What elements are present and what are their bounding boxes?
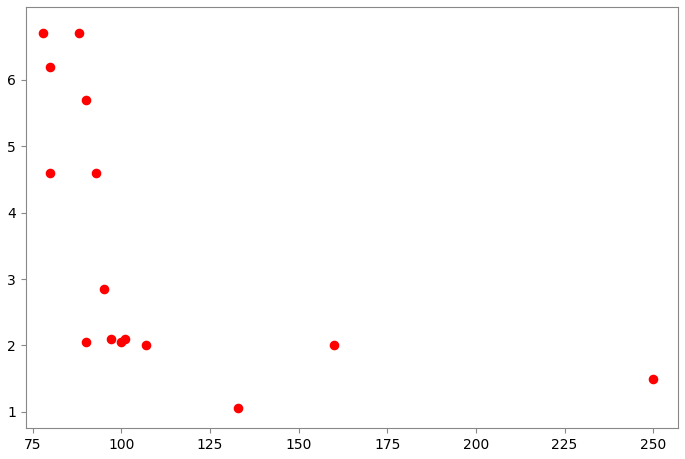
Point xyxy=(140,341,151,349)
Point xyxy=(45,63,56,70)
Point xyxy=(80,96,91,104)
Point xyxy=(80,338,91,346)
Point xyxy=(105,335,116,342)
Point xyxy=(45,169,56,177)
Point xyxy=(116,338,127,346)
Point xyxy=(98,285,109,293)
Point xyxy=(233,405,244,412)
Point xyxy=(91,169,102,177)
Point xyxy=(38,30,49,37)
Point xyxy=(73,30,84,37)
Point xyxy=(329,341,340,349)
Point xyxy=(648,375,659,382)
Point xyxy=(119,335,130,342)
